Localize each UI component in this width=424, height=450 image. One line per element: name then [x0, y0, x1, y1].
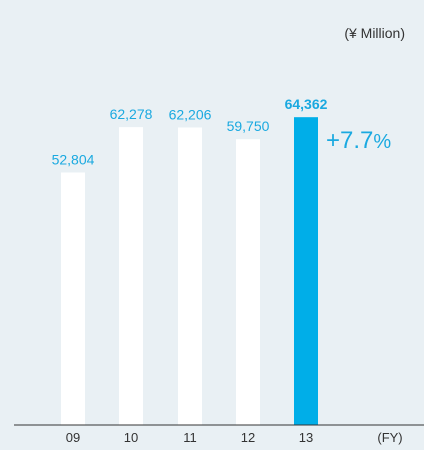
growth-label: +7.7% [326, 127, 391, 154]
x-tick-10: 10 [124, 430, 138, 445]
value-label-09: 52,804 [52, 151, 95, 167]
x-tick-12: 12 [241, 430, 255, 445]
growth-unit: % [373, 131, 391, 153]
bar-11 [178, 127, 202, 425]
x-tick-11: 11 [183, 430, 197, 445]
unit-label: (¥ Million) [344, 25, 405, 41]
value-label-11: 62,206 [169, 106, 212, 122]
value-label-13: 64,362 [285, 96, 328, 112]
bar-10 [119, 127, 143, 426]
bars-layer [61, 117, 318, 426]
bar-13 [294, 117, 318, 426]
value-label-12: 59,750 [227, 118, 270, 134]
value-labels-layer: 52,804 62,278 62,206 59,750 64,362 [52, 96, 328, 167]
bar-09 [61, 172, 85, 425]
x-tick-09: 09 [66, 430, 80, 445]
x-unit-label: (FY) [377, 430, 402, 445]
value-label-10: 62,278 [110, 106, 153, 122]
x-tick-labels-layer: 09 10 11 12 13 [66, 430, 313, 445]
bar-12 [236, 139, 260, 425]
growth-value: +7.7 [326, 127, 373, 154]
x-tick-13: 13 [299, 430, 313, 445]
